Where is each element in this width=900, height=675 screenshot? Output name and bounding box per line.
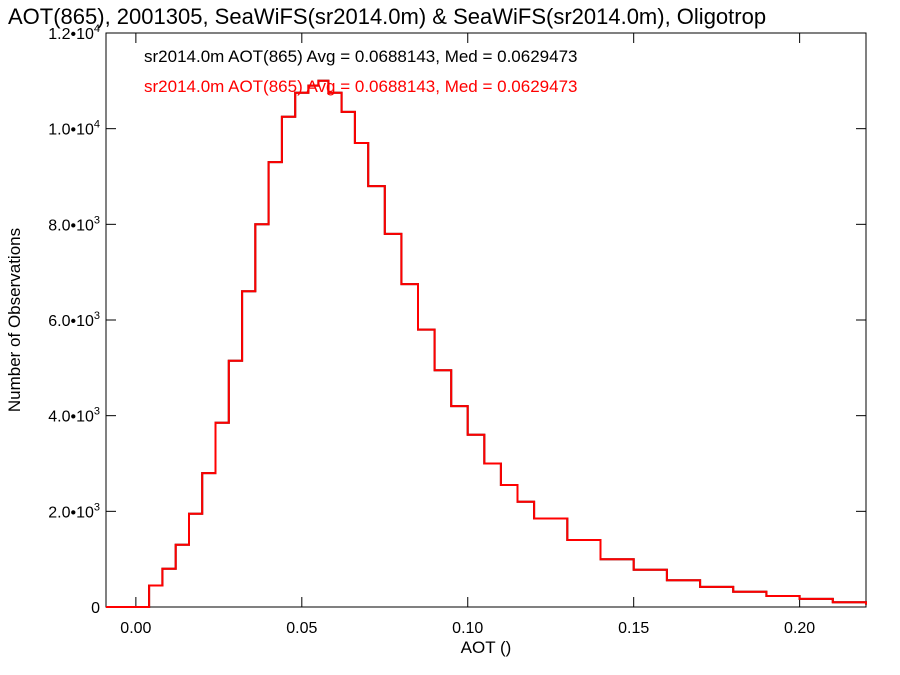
x-axis: 0.00 0.05 0.10 0.15 0.20 <box>120 33 815 637</box>
y-tick-label: 2.0•103 <box>48 501 100 521</box>
x-tick-label: 0.20 <box>784 620 815 637</box>
x-tick-label: 0.10 <box>452 620 483 637</box>
histogram-series-0 <box>106 79 867 608</box>
y-axis-label: Number of Observations <box>5 228 24 412</box>
y-axis: 0 2.0•103 4.0•103 6.0•103 8.0•103 1.0•104 1.2•… <box>48 23 866 617</box>
annotation-black: sr2014.0m AOT(865) Avg = 0.0688143, Med … <box>144 47 578 66</box>
histogram-series-1 <box>106 79 867 608</box>
y-tick-label: 1.2•104 <box>48 23 100 43</box>
chart-title: AOT(865), 2001305, SeaWiFS(sr2014.0m) & … <box>8 4 766 29</box>
x-tick-label: 0.00 <box>120 620 151 637</box>
plot-frame <box>105 32 867 608</box>
y-tick-label: 0 <box>91 600 100 617</box>
x-tick-label: 0.15 <box>618 620 649 637</box>
y-tick-label: 4.0•103 <box>48 406 100 426</box>
x-axis-label: AOT () <box>461 638 512 657</box>
annotation-red: sr2014.0m AOT(865) Avg = 0.0688143, Med … <box>144 77 578 96</box>
x-tick-label: 0.05 <box>286 620 317 637</box>
y-tick-label: 1.0•104 <box>48 119 100 139</box>
y-tick-label: 6.0•103 <box>48 310 100 330</box>
series-group <box>106 79 867 608</box>
y-tick-label: 8.0•103 <box>48 214 100 234</box>
